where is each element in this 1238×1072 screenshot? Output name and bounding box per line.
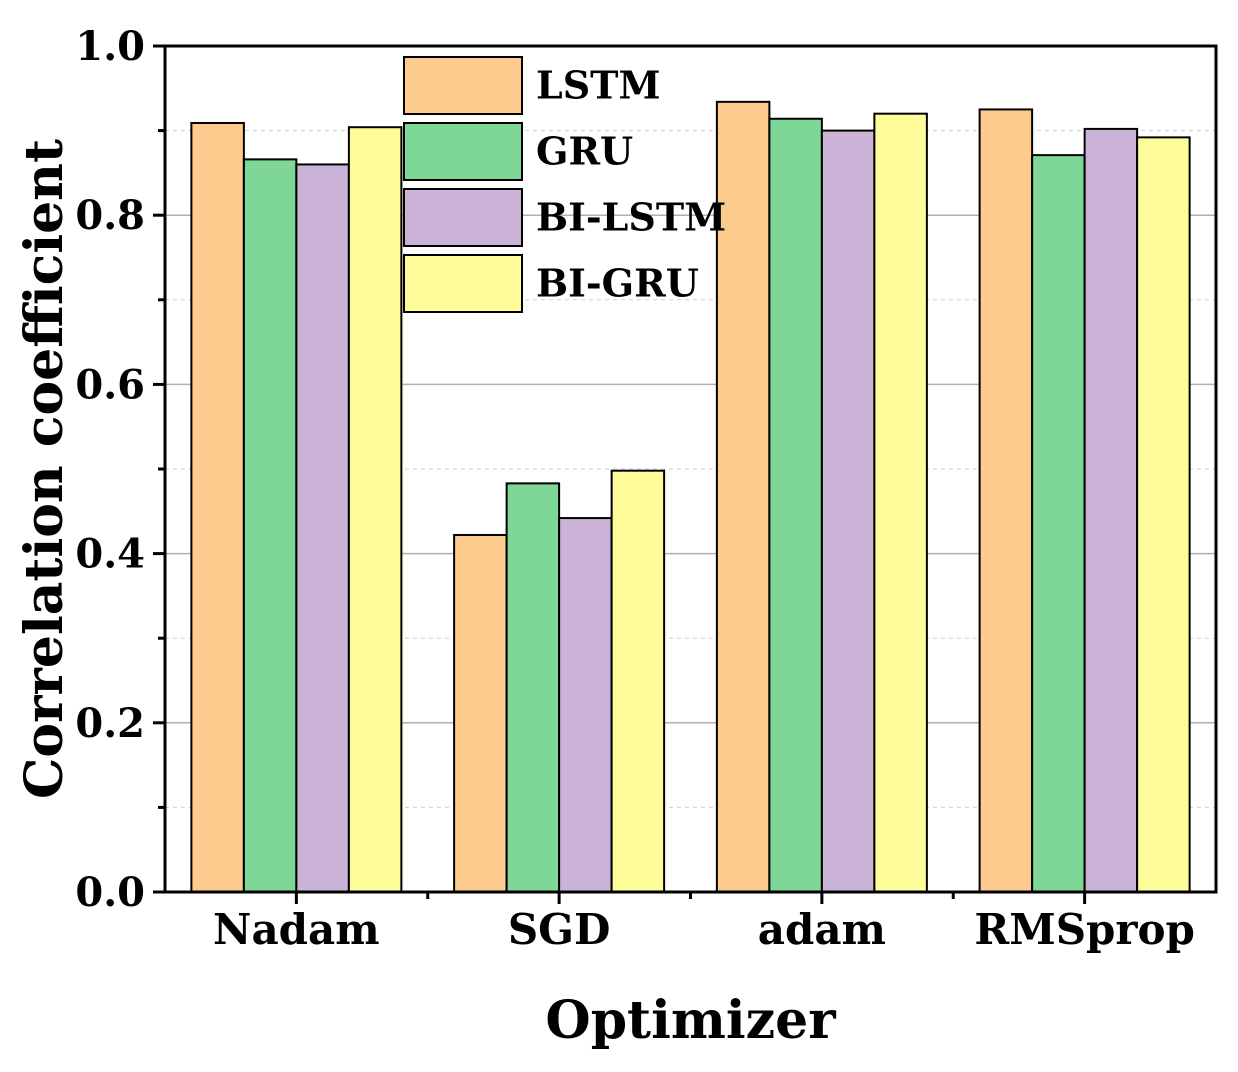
y-tick-label: 0.0: [75, 869, 145, 916]
legend-label-gru: GRU: [536, 129, 633, 174]
bar-bi-gru-sgd: [610, 469, 666, 893]
x-tick-label: adam: [758, 905, 886, 954]
y-tick-labels: 0.0 0.2 0.4 0.6 0.8 1.0: [75, 23, 145, 916]
bar-gru-adam: [768, 117, 823, 894]
x-tick-label: RMSprop: [974, 905, 1195, 954]
legend-label-lstm: LSTM: [536, 63, 661, 108]
x-tick-label: SGD: [508, 905, 611, 954]
legend-swatch-lstm: [403, 56, 523, 115]
bar-bi-gru-adam: [873, 112, 928, 894]
bar-gru-nadam: [242, 158, 298, 893]
y-tick-label: 0.8: [75, 192, 145, 239]
legend-label-bi-lstm: BI-LSTM: [536, 195, 726, 240]
legend-swatch-gru: [403, 122, 523, 181]
bar-lstm-adam: [715, 100, 771, 893]
bar-lstm-nadam: [190, 121, 245, 893]
legend-swatch-bi-gru: [403, 254, 523, 313]
axis-ticks: [153, 44, 1087, 904]
legend: LSTM GRU BI-LSTM BI-GRU: [403, 56, 726, 313]
bar-bi-gru-rmsprop: [1136, 136, 1191, 894]
bar-lstm-sgd: [453, 533, 508, 893]
x-axis-title: Optimizer: [545, 990, 836, 1051]
x-tick-labels: Nadam SGD adam RMSprop: [213, 905, 1195, 954]
bar-bi-lstm-adam: [820, 129, 876, 894]
y-tick-label: 1.0: [75, 23, 145, 70]
bar-bi-lstm-rmsprop: [1083, 127, 1139, 893]
bar-gru-rmsprop: [1031, 154, 1086, 894]
bar-bi-lstm-nadam: [295, 163, 350, 893]
bar-bi-gru-nadam: [347, 126, 403, 893]
bar-gru-sgd: [505, 482, 561, 893]
x-tick-label: Nadam: [213, 905, 380, 954]
y-tick-label: 0.2: [75, 700, 145, 747]
bar-bi-lstm-sgd: [558, 517, 613, 893]
y-tick-label: 0.6: [75, 361, 145, 408]
y-axis-title: Correlation coefficient: [14, 139, 75, 799]
y-tick-label: 0.4: [75, 531, 145, 578]
legend-swatch-bi-lstm: [403, 188, 523, 247]
bar-lstm-rmsprop: [978, 108, 1034, 893]
legend-label-bi-gru: BI-GRU: [536, 261, 699, 306]
